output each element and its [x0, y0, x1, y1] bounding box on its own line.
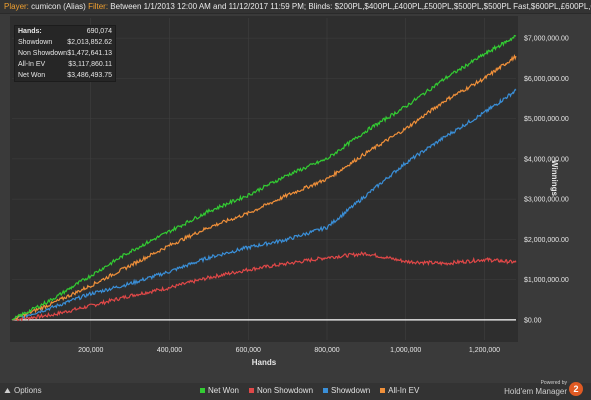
legend-item-non-showdown[interactable]: Non Showdown: [248, 386, 314, 395]
stats-value: $2,013,852.62: [67, 39, 112, 46]
filter-header: Player: cumicon (Alias) Filter: Between …: [0, 0, 591, 14]
y-tick-label: $1,000,000.00: [524, 277, 569, 284]
stats-label: Hands:: [18, 28, 42, 35]
stats-panel: Hands: 690,074 Showdown $2,013,852.62 No…: [14, 25, 116, 82]
options-button[interactable]: Options: [4, 386, 42, 395]
y-tick-label: $2,000,000.00: [524, 237, 569, 244]
legend-item-net-won[interactable]: Net Won: [200, 386, 239, 395]
series-line-net-won: [11, 34, 517, 321]
x-tick-label: 800,000: [314, 347, 339, 354]
stats-value: $3,486,493.75: [67, 72, 112, 79]
legend-swatch: [380, 388, 386, 393]
stats-row-showdown: Showdown $2,013,852.62: [15, 37, 115, 48]
stats-value: $1,472,641.13: [67, 50, 112, 57]
player-label: Player:: [4, 2, 29, 11]
stats-row-allin-ev: All-In EV $3,117,860.11: [15, 59, 115, 70]
stats-label: Showdown: [18, 39, 53, 46]
stats-value: 690,074: [86, 28, 112, 35]
series-line-showdown: [11, 88, 517, 321]
filter-value: Between 1/1/2013 12:00 AM and 11/12/2017…: [110, 2, 591, 11]
brand-text: Powered by Hold'em Manager: [504, 380, 567, 396]
series-line-allin-ev: [11, 53, 517, 321]
x-tick-label: 600,000: [236, 347, 261, 354]
hm2-logo-icon: 2: [569, 382, 583, 396]
x-axis-label: Hands: [252, 358, 277, 367]
y-axis-label: Winnings: [550, 160, 559, 196]
options-label: Options: [14, 386, 42, 395]
legend-label: Net Won: [208, 386, 239, 395]
stats-value: $3,117,860.11: [68, 61, 112, 68]
legend-swatch: [248, 388, 254, 393]
x-tick-label: 400,000: [157, 347, 182, 354]
y-tick-label: $5,000,000.00: [524, 116, 569, 123]
stats-row-non-showdown: Non Showdown $1,472,641.13: [15, 48, 115, 59]
footer-bar: [0, 383, 591, 400]
powered-by-label: Powered by: [540, 380, 567, 386]
player-value: cumicon (Alias): [31, 2, 86, 11]
x-tick-label: 1,000,000: [390, 347, 421, 354]
brand-name: Hold'em Manager: [504, 387, 567, 396]
legend-label: Showdown: [331, 386, 371, 395]
winnings-chart: $0.00 $1,000,000.00 $2,000,000.00 $3,000,00…: [11, 18, 569, 367]
x-tick-label: 200,000: [78, 347, 103, 354]
stats-label: Net Won: [18, 72, 46, 79]
y-tick-label: $6,000,000.00: [524, 76, 569, 83]
legend-item-showdown[interactable]: Showdown: [323, 386, 370, 395]
legend-label: Non Showdown: [256, 386, 314, 395]
triangle-up-icon: [4, 388, 11, 393]
legend-label: All-In EV: [388, 386, 420, 395]
stats-label: All-In EV: [18, 61, 46, 68]
chart-legend: Net Won Non Showdown Showdown All-In EV: [200, 386, 419, 395]
y-tick-label: $0.00: [524, 317, 542, 324]
stats-label: Non Showdown: [18, 50, 68, 57]
stats-row-hands: Hands: 690,074: [15, 26, 115, 37]
y-tick-label: $4,000,000.00: [524, 156, 569, 163]
filter-label: Filter:: [88, 2, 109, 11]
legend-swatch: [323, 388, 329, 393]
stats-row-net-won: Net Won $3,486,493.75: [15, 70, 115, 81]
x-tick-label: 1,200,000: [469, 347, 500, 354]
legend-item-allin-ev[interactable]: All-In EV: [380, 386, 419, 395]
y-tick-label: $3,000,000.00: [524, 197, 569, 204]
series-line-non-showdown: [11, 251, 517, 322]
y-tick-label: $7,000,000.00: [524, 36, 569, 43]
legend-swatch: [200, 388, 205, 393]
